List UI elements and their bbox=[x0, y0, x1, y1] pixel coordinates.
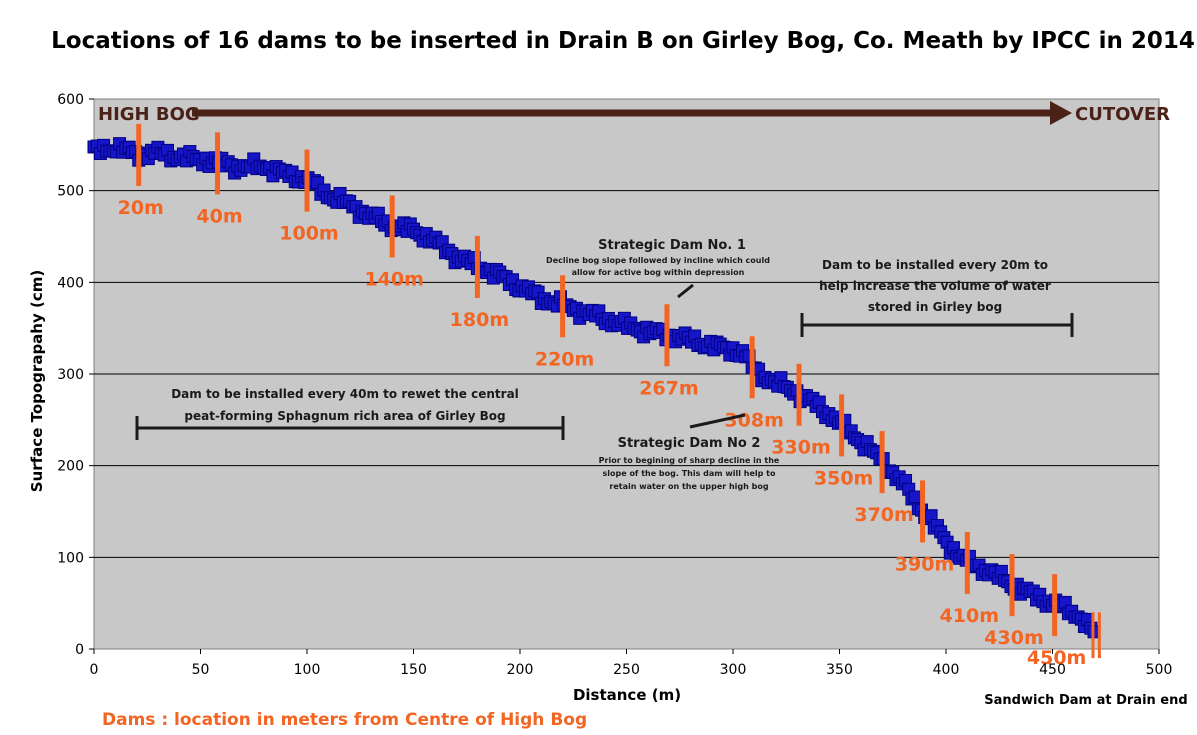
x-tick-label: 500 bbox=[1146, 662, 1173, 678]
dam-label: 370m bbox=[854, 504, 913, 526]
every-40m-note: Dam to be installed every 40m to rewet t… bbox=[135, 387, 565, 440]
x-tick-label: 450 bbox=[1039, 662, 1066, 678]
y-axis-title: Surface Topograpahy (cm) bbox=[28, 270, 46, 492]
strategic-dam-1-line2: allow for active bog within depression bbox=[572, 268, 745, 277]
strategic-dam-2-line2: slope of the bog. This dam will help to bbox=[603, 469, 776, 478]
dam-label: 308m bbox=[724, 409, 783, 431]
cutover-label: CUTOVER bbox=[1075, 104, 1170, 125]
dam-label: 180m bbox=[450, 309, 509, 331]
strategic-dam-2-pointer bbox=[689, 413, 746, 429]
x-tick-label: 150 bbox=[400, 662, 427, 678]
strategic-dam-1-pointer bbox=[677, 283, 694, 299]
dam-label: 140m bbox=[364, 269, 423, 291]
strategic-dam-2-title: Strategic Dam No 2 bbox=[618, 436, 761, 451]
sandwich-dam-label: Sandwich Dam at Drain end bbox=[984, 693, 1187, 708]
chart-title: Locations of 16 dams to be inserted in D… bbox=[51, 28, 1195, 54]
y-tick-label: 100 bbox=[57, 550, 84, 566]
y-tick-label: 300 bbox=[57, 367, 84, 383]
y-axis-ticks: 0 100 200 300 400 500 600 bbox=[57, 92, 94, 658]
every-20m-note: Dam to be installed every 20m to help in… bbox=[800, 258, 1074, 337]
high-bog-arrow: HIGH BOG CUTOVER bbox=[98, 101, 1170, 125]
x-tick-label: 0 bbox=[90, 662, 99, 678]
strategic-dam-1-line1: Decline bog slope followed by incline wh… bbox=[546, 256, 770, 265]
y-tick-label: 400 bbox=[57, 275, 84, 291]
dam-markers: 20m 40m 100m 140m 180m 220m 267m 308m 330m 350m 37… bbox=[118, 123, 1101, 669]
x-tick-label: 300 bbox=[720, 662, 747, 678]
dam-label: 267m bbox=[639, 377, 698, 399]
dam-label: 450m bbox=[1027, 647, 1086, 669]
strategic-dam-1-title: Strategic Dam No. 1 bbox=[598, 238, 746, 253]
dam-label: 40m bbox=[196, 205, 242, 227]
dam-label: 100m bbox=[279, 223, 338, 245]
every-20m-line2: help increase the volume of water bbox=[819, 279, 1051, 293]
dam-label: 350m bbox=[814, 467, 873, 489]
x-tick-label: 250 bbox=[613, 662, 640, 678]
x-tick-label: 200 bbox=[507, 662, 534, 678]
every-20m-line3: stored in Girley bog bbox=[868, 300, 1002, 314]
strategic-dam-2-line1: Prior to begining of sharp decline in th… bbox=[599, 456, 780, 465]
y-tick-label: 500 bbox=[57, 184, 84, 200]
y-tick-label: 200 bbox=[57, 459, 84, 475]
high-bog-label: HIGH BOG bbox=[98, 104, 200, 125]
dam-label: 20m bbox=[118, 197, 164, 219]
every-40m-line2: peat-forming Sphagnum rich area of Girle… bbox=[184, 409, 505, 423]
dam-label: 410m bbox=[940, 605, 999, 627]
x-tick-label: 50 bbox=[192, 662, 210, 678]
x-axis-ticks: 0 50 100 150 200 250 300 350 400 450 500 bbox=[90, 649, 1173, 678]
every-40m-line1: Dam to be installed every 40m to rewet t… bbox=[171, 387, 519, 401]
strategic-dam-2-note: Strategic Dam No 2 Prior to begining of … bbox=[599, 413, 780, 491]
y-tick-label: 600 bbox=[57, 92, 84, 108]
x-tick-label: 350 bbox=[826, 662, 853, 678]
dam-label: 330m bbox=[771, 437, 830, 459]
gridlines bbox=[94, 190, 1159, 558]
y-tick-label: 0 bbox=[75, 642, 84, 658]
dam-label: 220m bbox=[535, 348, 594, 370]
every-20m-line1: Dam to be installed every 20m to bbox=[822, 258, 1048, 272]
arrow-head bbox=[1050, 101, 1072, 125]
strategic-dam-2-line3: retain water on the upper high bog bbox=[609, 482, 768, 491]
dam-label: 430m bbox=[984, 627, 1043, 649]
x-axis-title: Distance (m) bbox=[573, 686, 681, 704]
x-tick-label: 100 bbox=[294, 662, 321, 678]
footer-note: Dams : location in meters from Centre of… bbox=[102, 710, 587, 730]
strategic-dam-1-note: Strategic Dam No. 1 Decline bog slope fo… bbox=[546, 238, 770, 299]
profile-point bbox=[908, 490, 922, 504]
x-tick-label: 400 bbox=[933, 662, 960, 678]
dam-label: 390m bbox=[895, 553, 954, 575]
